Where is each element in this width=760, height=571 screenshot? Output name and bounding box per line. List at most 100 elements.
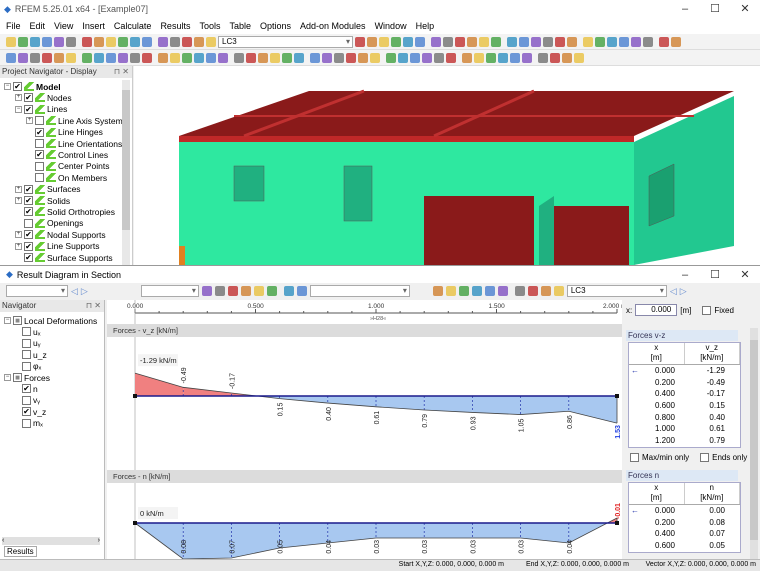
- toolbar-icon[interactable]: [519, 36, 529, 47]
- table-row[interactable]: 0.600 0.05: [629, 540, 740, 552]
- toolbar-icon[interactable]: [462, 52, 472, 63]
- menu-options[interactable]: Options: [259, 21, 292, 31]
- checkbox[interactable]: [22, 395, 31, 405]
- pin-close-icons[interactable]: ⊓ ✕: [85, 301, 101, 310]
- toolbar-icon[interactable]: [322, 52, 332, 63]
- dialog-maximize-button[interactable]: ☐: [710, 269, 720, 281]
- menu-results[interactable]: Results: [160, 21, 191, 31]
- tree-item[interactable]: Openings: [15, 218, 83, 229]
- toolbar-icon[interactable]: [66, 52, 76, 63]
- checkbox[interactable]: ✔: [24, 93, 33, 103]
- toolbar-icon[interactable]: [227, 286, 238, 296]
- table-row[interactable]: ← 0.000 -1.29: [629, 365, 740, 377]
- section-diagram[interactable]: 0.000 0.500 1.000 1.500 2.000 m »H28« Forces -…: [107, 300, 627, 560]
- menu-edit[interactable]: Edit: [29, 21, 46, 31]
- toolbar-icon[interactable]: [562, 52, 572, 63]
- expand-icon[interactable]: +: [15, 197, 22, 204]
- toolbar-icon[interactable]: [445, 286, 456, 296]
- toolbar-icon[interactable]: [367, 36, 377, 47]
- table-row[interactable]: 0.800 0.40: [629, 412, 740, 424]
- checkbox[interactable]: ✔: [24, 104, 33, 114]
- toolbar-icon[interactable]: [94, 52, 104, 63]
- toolbar-icon[interactable]: [643, 36, 653, 47]
- table-row[interactable]: 0.200 -0.49: [629, 377, 740, 389]
- toolbar-icon[interactable]: [106, 52, 116, 63]
- x-input[interactable]: 0.000: [635, 304, 678, 316]
- toolbar-icon[interactable]: [206, 52, 216, 63]
- toolbar-icon[interactable]: [398, 52, 408, 63]
- tree-item[interactable]: vᵧ: [22, 395, 40, 406]
- load-case-select[interactable]: LC3: [566, 285, 667, 297]
- fixed-checkbox[interactable]: [702, 305, 712, 315]
- expand-icon[interactable]: +: [15, 231, 22, 239]
- checkbox[interactable]: [35, 173, 44, 183]
- toolbar-icon[interactable]: [54, 52, 64, 63]
- toolbar-icon[interactable]: [18, 52, 28, 63]
- toolbar-icon[interactable]: [514, 286, 525, 296]
- tree-item[interactable]: + ✔ Nodal Supports: [15, 229, 106, 240]
- toolbar-icon[interactable]: [484, 286, 495, 296]
- toolbar-icon[interactable]: [106, 36, 116, 47]
- tree-item[interactable]: uᵧ: [22, 338, 40, 349]
- menu-table[interactable]: Table: [229, 21, 251, 31]
- tree-item[interactable]: − ■ Local Deformations: [4, 315, 97, 326]
- scrollbar[interactable]: [750, 328, 758, 559]
- toolbar-icon[interactable]: [130, 52, 140, 63]
- toolbar-icon[interactable]: [240, 286, 251, 296]
- toolbar-icon[interactable]: [386, 52, 396, 63]
- toolbar-icon[interactable]: [18, 36, 28, 47]
- tree-item[interactable]: φₓ: [22, 361, 41, 372]
- tree-item[interactable]: ✔ Surface Supports: [15, 252, 113, 263]
- table-row[interactable]: ← 0.000 0.00: [629, 505, 740, 517]
- toolbar-icon[interactable]: [540, 286, 551, 296]
- toolbar-icon[interactable]: [158, 36, 168, 47]
- toolbar-icon[interactable]: [358, 52, 368, 63]
- expand-icon[interactable]: +: [15, 94, 22, 102]
- toolbar-icon[interactable]: [283, 286, 294, 296]
- toolbar-icon[interactable]: [507, 36, 517, 47]
- toolbar-icon[interactable]: [218, 52, 228, 63]
- menu-add-on-modules[interactable]: Add-on Modules: [300, 21, 366, 31]
- toolbar-icon[interactable]: [543, 36, 553, 47]
- toolbar-icon[interactable]: [583, 36, 593, 47]
- toolbar-icon[interactable]: [296, 286, 307, 296]
- toolbar-icon[interactable]: [282, 52, 292, 63]
- toolbar-icon[interactable]: [294, 52, 304, 63]
- checkbox[interactable]: ✔: [22, 407, 31, 417]
- tree-item[interactable]: ✔ v_z: [22, 406, 46, 417]
- checkbox[interactable]: ✔: [35, 150, 44, 160]
- results-table[interactable]: x [m] v_z [kN/m] ← 0.000 -1.29 0.200 -0.49 0.40…: [628, 342, 741, 448]
- toolbar-icon[interactable]: [130, 36, 140, 47]
- view-select[interactable]: [309, 285, 410, 297]
- toolbar-icon[interactable]: [403, 36, 413, 47]
- next-icon[interactable]: ▷: [80, 285, 88, 296]
- toolbar-icon[interactable]: [201, 286, 212, 296]
- toolbar-icon[interactable]: [334, 52, 344, 63]
- checkbox[interactable]: [22, 327, 31, 337]
- toolbar-icon[interactable]: [446, 52, 456, 63]
- expand-icon[interactable]: +: [26, 117, 33, 125]
- tree-item[interactable]: ✔ Control Lines: [26, 149, 108, 160]
- toolbar-icon[interactable]: [458, 286, 469, 296]
- collapse-icon[interactable]: −: [4, 374, 11, 381]
- checkbox[interactable]: ✔: [24, 241, 33, 251]
- tree-item[interactable]: ✔ Solid Orthotropies: [15, 206, 115, 217]
- toolbar-icon[interactable]: [471, 286, 482, 296]
- checkbox[interactable]: ✔: [13, 82, 22, 91]
- toolbar-icon[interactable]: [182, 36, 192, 47]
- ends-only-checkbox[interactable]: [700, 453, 710, 462]
- toolbar-icon[interactable]: [118, 52, 128, 63]
- scrollbar[interactable]: [122, 80, 130, 265]
- checkbox[interactable]: ✔: [24, 184, 33, 194]
- checkbox[interactable]: [24, 218, 33, 228]
- toolbar-icon[interactable]: [118, 36, 128, 47]
- toolbar-icon[interactable]: [42, 52, 52, 63]
- collapse-icon[interactable]: −: [4, 83, 11, 90]
- dialog-minimize-button[interactable]: –: [681, 269, 689, 281]
- tree-item[interactable]: + ✔ Nodes: [15, 92, 72, 103]
- toolbar-icon[interactable]: [659, 36, 669, 47]
- toolbar-icon[interactable]: [355, 36, 365, 47]
- tree-item[interactable]: ✔ n: [22, 383, 38, 394]
- toolbar-icon[interactable]: [671, 36, 681, 47]
- toolbar-icon[interactable]: [522, 52, 532, 63]
